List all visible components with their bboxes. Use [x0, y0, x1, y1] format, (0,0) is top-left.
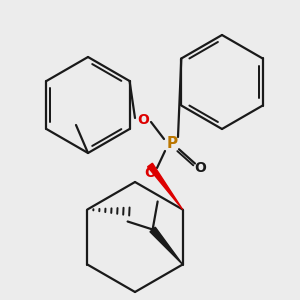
Text: P: P	[167, 136, 178, 151]
Text: O: O	[144, 166, 156, 180]
Text: O: O	[137, 113, 149, 127]
Polygon shape	[148, 163, 183, 209]
Polygon shape	[150, 227, 183, 265]
Text: O: O	[194, 161, 206, 175]
